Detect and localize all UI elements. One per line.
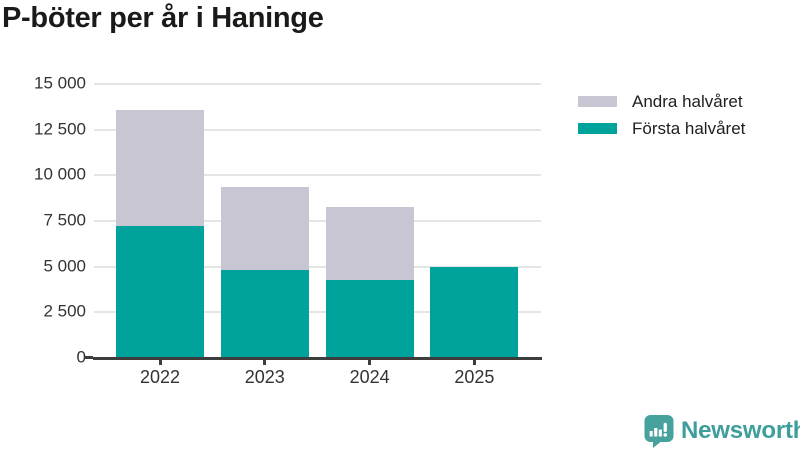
y-gridline: [94, 220, 541, 222]
x-axis-tick-label: 2025: [454, 367, 495, 387]
bar-segment-first-half: [325, 280, 414, 358]
y-axis-tick-label: 10 000: [34, 164, 86, 184]
y-gridline: [94, 265, 541, 268]
x-axis-line: [93, 357, 542, 360]
legend-label: Första halvåret: [632, 118, 746, 138]
newsworthy-logo[interactable]: Newsworthy: [644, 414, 800, 448]
y-axis-tick-label: 5 000: [43, 256, 86, 276]
legend-swatch: [578, 96, 617, 107]
y-gridline: [94, 311, 541, 314]
x-axis-tick-label: 2022: [139, 367, 181, 387]
y-axis-tick-label: 0: [76, 347, 86, 367]
x-axis-tick: [368, 359, 372, 365]
y-gridline: [94, 83, 541, 85]
y-axis-tick-label: 2 500: [43, 301, 86, 321]
legend-item: Första halvåret: [578, 115, 745, 142]
y-gridline: [94, 128, 541, 131]
x-axis-tick: [158, 359, 162, 365]
bar-segment-second-half: [220, 187, 309, 271]
chart-legend: Andra halvåret Första halvåret: [578, 88, 745, 142]
legend-label: Andra halvåret: [632, 91, 743, 111]
y-axis-tick-label: 7 500: [43, 210, 86, 230]
x-axis-tick: [263, 359, 267, 365]
y-axis-tick-label: 15 000: [34, 73, 86, 93]
legend-swatch: [578, 123, 617, 134]
page-title: P-böter per år i Haninge: [2, 2, 324, 34]
y-axis-tick-label: 12 500: [34, 119, 86, 139]
newsworthy-logo-text: Newsworthy: [681, 417, 800, 444]
newsworthy-logo-icon: [644, 415, 674, 448]
x-axis-tick-label: 2023: [244, 367, 285, 387]
chart-plot-area: [93, 83, 542, 360]
y-axis-zero-tick: [85, 356, 93, 359]
bar-segment-second-half: [325, 207, 414, 281]
x-axis-tick-label: 2024: [349, 367, 390, 387]
bar-segment-first-half: [116, 225, 204, 358]
bar-segment-first-half: [220, 270, 309, 358]
legend-item: Andra halvåret: [578, 88, 745, 115]
x-axis-tick: [472, 359, 476, 365]
y-gridline: [94, 174, 541, 177]
bar-segment-second-half: [116, 110, 204, 226]
bar-segment-first-half: [430, 266, 519, 358]
